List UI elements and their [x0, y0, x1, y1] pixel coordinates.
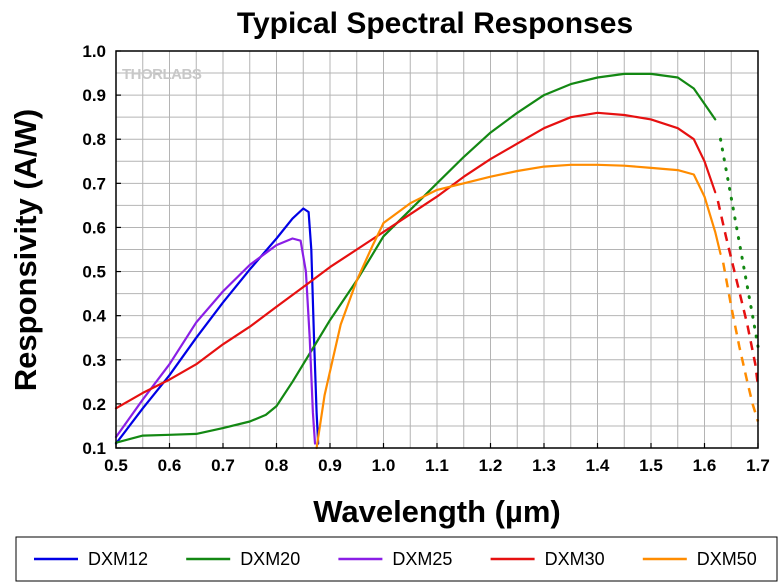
y-tick-label: 0.8 [82, 130, 106, 149]
y-tick-label: 0.4 [82, 307, 106, 326]
y-tick-label: 0.2 [82, 395, 106, 414]
x-axis-label: Wavelength (µm) [313, 494, 561, 529]
x-tick-label: 0.6 [158, 456, 182, 475]
chart-title: Typical Spectral Responses [237, 7, 633, 40]
series-extrapolation-dxm20 [719, 137, 760, 348]
x-tick-label: 1.6 [693, 456, 717, 475]
series-line-dxm25 [114, 237, 317, 445]
legend-label-dxm30: DXM30 [545, 549, 605, 569]
y-tick-label: 0.3 [82, 351, 106, 370]
series-line-dxm12 [114, 207, 320, 445]
x-tick-label: 1.1 [425, 456, 449, 475]
legend-label-dxm20: DXM20 [240, 549, 300, 569]
legend-label-dxm50: DXM50 [697, 549, 757, 569]
x-tick-label: 0.5 [104, 456, 128, 475]
y-axis-label: Responsivity (A/W) [8, 109, 43, 391]
series-line-dxm20 [114, 72, 717, 444]
x-tick-label: 0.9 [318, 456, 342, 475]
series-line-dxm50 [315, 163, 722, 450]
legend-label-dxm12: DXM12 [88, 549, 148, 569]
y-tick-label: 0.5 [82, 263, 106, 282]
y-tick-label: 0.6 [82, 218, 106, 237]
x-tick-label: 1.4 [586, 456, 610, 475]
y-tick-label: 0.7 [82, 174, 106, 193]
series-line-dxm30 [114, 111, 717, 410]
legend-label-dxm25: DXM25 [392, 549, 452, 569]
x-tick-label: 1.3 [532, 456, 556, 475]
y-tick-label: 1.0 [82, 42, 106, 61]
x-tick-label: 1.7 [746, 456, 770, 475]
legend: DXM12 DXM20 DXM25 DXM30 DXM50 [34, 549, 757, 569]
series-extrapolation-dxm50 [721, 262, 760, 422]
y-tick-label: 0.9 [82, 86, 106, 105]
x-tick-label: 1.0 [372, 456, 396, 475]
x-tick-label: 1.2 [479, 456, 503, 475]
series-extrapolation-dxm30 [716, 200, 760, 387]
y-tick-label: 0.1 [82, 439, 106, 458]
x-tick-label: 0.7 [211, 456, 235, 475]
thorlabs-watermark: THORLABS [122, 66, 202, 83]
y-axis-ticks: 0.1 0.2 0.3 0.4 0.5 0.6 0.7 0.8 0.9 1.0 [82, 42, 121, 458]
x-axis-ticks: 0.5 0.6 0.7 0.8 0.9 1.0 1.1 1.2 1.3 1.4 1.5 1.6 1.7 [104, 443, 770, 475]
series-layer [114, 72, 760, 450]
x-tick-label: 1.5 [639, 456, 663, 475]
x-tick-label: 0.8 [265, 456, 289, 475]
